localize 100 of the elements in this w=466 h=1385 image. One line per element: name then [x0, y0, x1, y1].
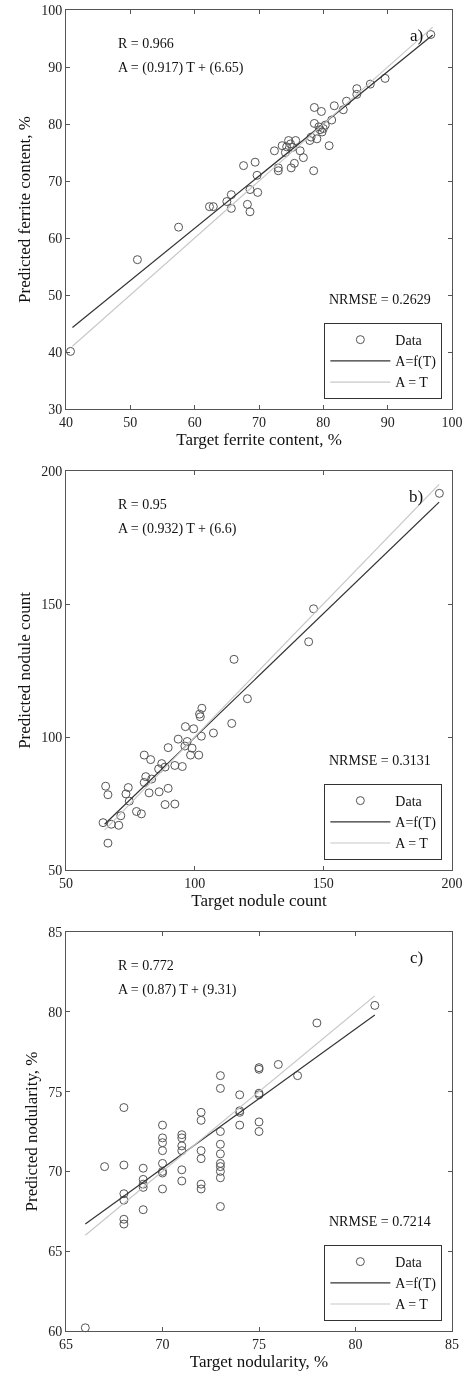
legend-label: A=f(T) — [395, 1276, 437, 1293]
y-tick-label: 65 — [48, 1244, 63, 1260]
y-tick-label: 70 — [48, 173, 63, 189]
point — [250, 157, 260, 167]
y-tick-label: 90 — [48, 59, 63, 75]
point — [215, 1071, 225, 1081]
point — [177, 762, 187, 772]
annotation: NRMSE = 0.2629 — [329, 292, 431, 307]
point — [154, 787, 164, 797]
point — [196, 1184, 206, 1194]
annotation: NRMSE = 0.7214 — [329, 1214, 431, 1229]
x-axis-title: Target nodule count — [191, 891, 327, 911]
point — [352, 84, 362, 94]
point — [158, 1184, 167, 1194]
point — [312, 1018, 322, 1028]
y-tick-label: 60 — [48, 1323, 63, 1339]
y-tick-label: 150 — [41, 596, 63, 612]
y-tick-label: 100 — [41, 729, 63, 745]
point — [136, 809, 146, 819]
point — [158, 1120, 167, 1130]
point — [163, 743, 173, 753]
annotation: R = 0.772 — [118, 958, 174, 973]
point — [197, 703, 207, 713]
y-tick-label: 85 — [48, 924, 63, 940]
point — [341, 96, 351, 106]
x-tick-label: 80 — [348, 1336, 363, 1352]
point — [196, 1179, 206, 1189]
point — [245, 185, 255, 195]
point — [204, 202, 214, 212]
point — [66, 346, 75, 356]
annotation: R = 0.95 — [118, 497, 167, 512]
point — [119, 1214, 129, 1224]
point — [124, 796, 134, 806]
x-tick-label: 70 — [252, 414, 266, 430]
point — [215, 1202, 225, 1212]
point — [215, 1162, 225, 1172]
point — [215, 1173, 225, 1183]
legend-label: A = T — [395, 1297, 429, 1313]
x-tick-label: 50 — [123, 414, 138, 430]
point — [215, 1149, 225, 1159]
point — [235, 1090, 245, 1100]
point — [187, 743, 197, 753]
x-tick-label: 80 — [316, 414, 331, 430]
point — [196, 1115, 206, 1125]
legend-label: Data — [395, 333, 423, 349]
annotation: NRMSE = 0.3131 — [329, 753, 431, 768]
point — [180, 741, 190, 751]
legend-label: A=f(T) — [395, 354, 437, 371]
x-tick-label: 75 — [252, 1336, 266, 1352]
point — [180, 722, 190, 732]
point — [177, 1165, 187, 1175]
point — [306, 132, 316, 142]
x-tick-label: 50 — [59, 875, 73, 891]
point — [222, 197, 232, 207]
point — [173, 734, 183, 744]
x-tick-label: 60 — [187, 414, 202, 430]
point — [103, 838, 113, 848]
x-tick-label: 200 — [441, 875, 463, 891]
point — [144, 788, 154, 798]
point — [242, 694, 252, 704]
point — [215, 1158, 225, 1168]
point — [106, 819, 116, 829]
y-tick-label: 75 — [48, 1084, 63, 1100]
point — [235, 1120, 245, 1130]
point — [434, 488, 444, 498]
point — [141, 772, 151, 782]
point — [163, 783, 173, 793]
point — [208, 202, 218, 212]
point — [139, 777, 149, 787]
point — [123, 783, 133, 793]
x-tick-label: 100 — [441, 414, 463, 430]
point — [158, 1138, 167, 1148]
point — [119, 1103, 129, 1113]
y-tick-label: 80 — [48, 1004, 63, 1020]
point — [160, 800, 170, 810]
point — [291, 136, 301, 146]
point — [254, 1117, 264, 1127]
y-tick-label: 40 — [48, 344, 63, 360]
point — [103, 790, 113, 800]
point — [138, 1205, 148, 1215]
point — [245, 207, 255, 217]
y-tick-label: 60 — [48, 230, 63, 246]
point — [139, 750, 149, 760]
point — [119, 1189, 129, 1199]
point — [98, 818, 108, 828]
point — [114, 820, 124, 830]
point — [282, 142, 292, 152]
point — [100, 1162, 110, 1172]
point — [158, 1158, 167, 1168]
point — [370, 1000, 380, 1010]
point — [227, 718, 237, 728]
point — [329, 101, 339, 111]
point — [158, 1133, 167, 1143]
point — [186, 750, 196, 760]
point — [316, 106, 326, 116]
point — [196, 1146, 206, 1156]
point — [215, 1139, 225, 1149]
point — [365, 79, 375, 89]
point — [80, 1323, 90, 1333]
y-tick-label: 50 — [48, 862, 63, 878]
